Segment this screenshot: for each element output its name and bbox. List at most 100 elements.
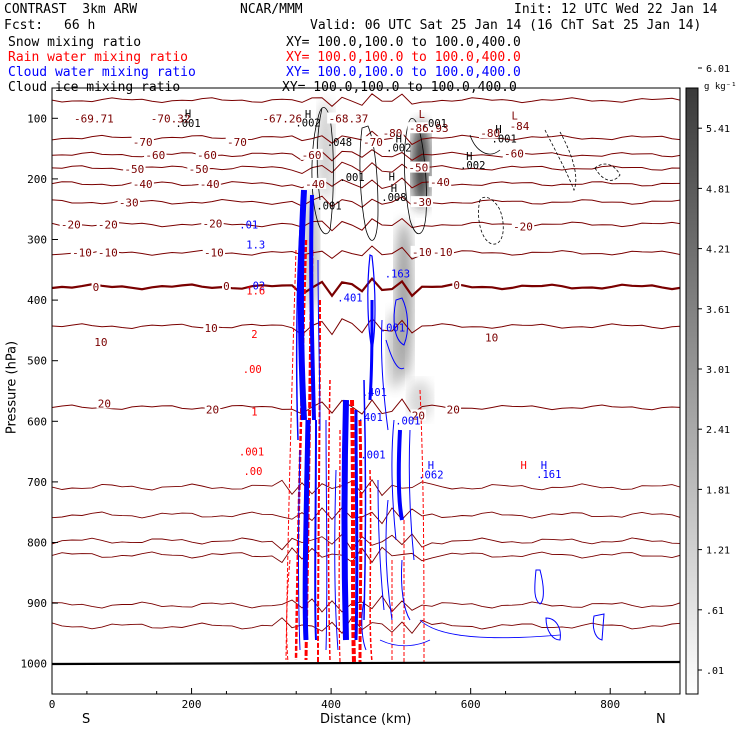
isotherm-label-bg xyxy=(91,280,101,292)
contour-value-mark: H xyxy=(521,460,527,472)
contour-value-mark: .00 xyxy=(243,466,262,478)
valid-time: Valid: 06 UTC Sat 25 Jan 14 (16 ChT Sat … xyxy=(310,18,702,33)
isotherm-label-bg xyxy=(93,336,109,348)
contour-value-mark: H xyxy=(495,124,501,136)
colorbar-label: .61 xyxy=(706,606,724,617)
isotherm-label: 20 xyxy=(206,403,219,416)
isotherm-label: -80 xyxy=(383,127,403,140)
isotherm-line xyxy=(52,93,680,107)
x-tick-label: 0 xyxy=(49,698,56,711)
isotherm-label: 0 xyxy=(93,281,100,294)
isotherm-label-bg xyxy=(96,397,113,409)
isotherm-label-bg xyxy=(96,246,120,258)
isotherm-label: -60 xyxy=(504,148,524,161)
contour-value-mark: .001 xyxy=(380,322,405,334)
isotherm-label-bg xyxy=(410,409,427,421)
contour-value-mark: .062 xyxy=(418,470,443,482)
isotherm-label: -67.26 xyxy=(262,113,302,126)
x-tick-label: 400 xyxy=(321,698,341,711)
isotherm-label-bg xyxy=(431,245,454,257)
colorbar-label: 1.81 xyxy=(706,485,730,496)
legend-cloud-water-xy: XY= 100.0,100.0 to 100.0,400.0 xyxy=(286,65,521,80)
isotherm-label: -30 xyxy=(412,196,432,209)
contour-value-mark: .001 xyxy=(339,172,364,184)
colorbar xyxy=(685,87,699,695)
contour-value-mark: 1.3 xyxy=(246,239,265,251)
isotherm-label: -40 xyxy=(305,178,325,191)
contour-value-mark: .161 xyxy=(536,469,561,481)
contour-value-mark: 1 xyxy=(251,407,257,419)
isotherm-label: -69.71 xyxy=(74,113,114,126)
isotherm-label: -40 xyxy=(200,178,220,191)
legend-rain-xy: XY= 100.0,100.0 to 100.0,400.0 xyxy=(286,50,521,65)
isotherm-label: -20 xyxy=(98,219,118,232)
isotherm-label: -70 xyxy=(133,136,153,149)
y-tick-label: 400 xyxy=(27,294,47,307)
colorbar-label: .01 xyxy=(706,666,724,677)
isotherm-label: 10 xyxy=(204,322,217,335)
project-title: CONTRAST 3km ARW xyxy=(4,2,138,17)
colorbar-label: 3.61 xyxy=(706,305,730,316)
isotherm-label: -10 xyxy=(433,246,453,259)
isotherm-label-bg xyxy=(479,127,502,139)
isotherm-label-bg xyxy=(511,220,535,232)
contour-value-mark: .001 xyxy=(239,447,264,459)
contour-value-mark: .163 xyxy=(385,268,410,280)
isotherm-label-bg xyxy=(117,196,140,208)
isotherm-label: -10 xyxy=(412,246,432,259)
isotherm-label-bg xyxy=(144,148,167,160)
isotherm-label-bg xyxy=(407,161,430,173)
isotherm-line xyxy=(52,616,680,635)
isotherm-label-bg xyxy=(131,177,154,189)
isotherm-label-bg xyxy=(204,403,221,415)
isotherm-label-bg xyxy=(123,162,146,174)
isotherm-label: 10 xyxy=(94,336,107,349)
contour-value-mark: H xyxy=(305,109,311,121)
isotherm-label-bg xyxy=(327,112,370,124)
isotherm-label: -84 xyxy=(510,120,530,133)
contour-value-mark: .001 xyxy=(360,450,385,462)
isotherm-label: -20 xyxy=(203,217,223,230)
isotherm-label: -70 xyxy=(227,136,247,149)
isotherm-label: 20 xyxy=(447,403,460,416)
legend-cloud-water-name: Cloud water mixing ratio xyxy=(8,65,196,80)
contour-value-mark: .00 xyxy=(243,364,262,376)
isotherm-line xyxy=(52,161,680,175)
isotherm-label-bg xyxy=(410,196,434,208)
y-axis-label: Pressure (hPa) xyxy=(4,340,20,435)
isotherm-label: -80 xyxy=(480,127,500,140)
isotherm-label-bg xyxy=(300,148,323,160)
colorbar-label: 5.41 xyxy=(706,124,730,135)
contour-value-mark: .002 xyxy=(386,142,411,154)
isotherm-line xyxy=(52,479,680,497)
surface-line xyxy=(51,660,681,666)
contour-value-mark: .001 xyxy=(422,118,447,130)
colorbar-unit: g kg⁻¹ xyxy=(704,82,737,92)
contour-value-mark: .008 xyxy=(381,192,406,204)
north-label: N xyxy=(656,712,666,727)
isotherm-line xyxy=(52,177,680,190)
contour-value-mark: .02 xyxy=(246,281,265,293)
contour-value-mark: .401 xyxy=(358,412,383,424)
isotherm-label: 20 xyxy=(98,397,111,410)
contour-value-mark: H xyxy=(541,460,547,472)
colorbar-label: 2.41 xyxy=(706,425,730,436)
y-tick-label: 800 xyxy=(27,537,47,550)
isotherm-label-bg xyxy=(187,162,210,174)
isotherm-label: 0 xyxy=(223,280,230,293)
isotherm-label: -20 xyxy=(61,219,81,232)
contour-value-mark: H xyxy=(466,151,472,163)
contour-value-mark: H xyxy=(396,133,402,145)
isotherm-label: -40 xyxy=(430,176,450,189)
y-tick-label: 500 xyxy=(27,355,47,368)
isotherm-label: -70.32 xyxy=(151,113,191,126)
contour-value-mark: .002 xyxy=(295,118,320,130)
x-tick-label: 800 xyxy=(600,698,620,711)
isotherm-label-bg xyxy=(70,246,94,258)
isotherm-label-bg xyxy=(361,136,385,148)
isotherm-label-bg xyxy=(381,127,404,139)
isotherm-label-bg xyxy=(72,112,116,124)
isotherm-label-bg xyxy=(202,246,226,258)
colorbar-label: 6.01 xyxy=(706,64,730,75)
isotherm-label-bg xyxy=(96,218,120,230)
